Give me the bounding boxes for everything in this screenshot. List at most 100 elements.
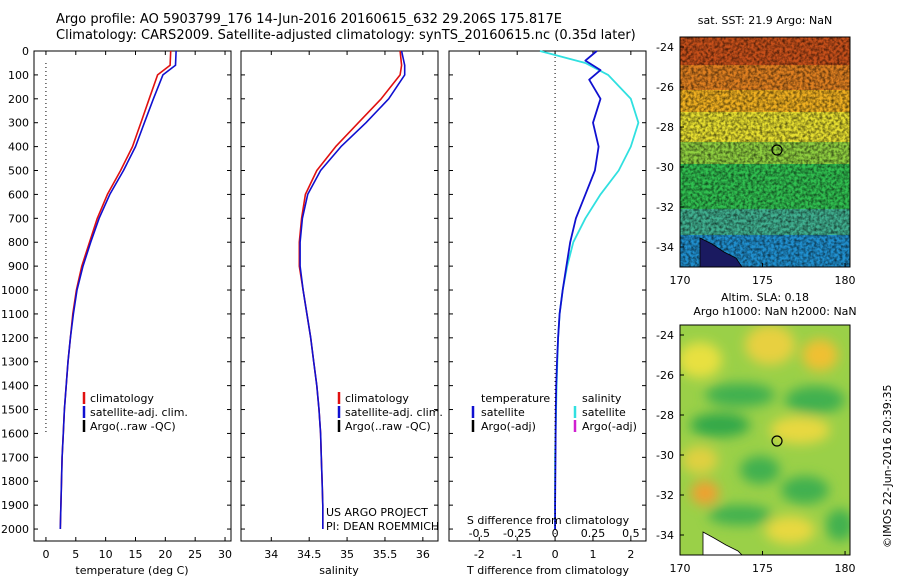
sla-blob-green (781, 476, 829, 504)
legend-title-salinity: salinity (582, 392, 622, 405)
header-line-2: Climatology: CARS2009. Satellite-adjuste… (56, 28, 636, 43)
salinity-satellite-adj-clim-line (299, 50, 406, 529)
temperature-tick-label: 20 (158, 548, 172, 561)
depth-tick-label: 1400 (1, 380, 29, 393)
sla-blob-yellow (765, 516, 815, 544)
sla-lat-tick-label: -26 (656, 369, 674, 382)
temperature-axis-label: temperature (deg C) (75, 564, 188, 577)
temperature-tick-label: 5 (72, 548, 79, 561)
depth-tick-label: 1900 (1, 499, 29, 512)
s-difference-tick-label: -0.25 (503, 527, 531, 540)
sla-blob-green (690, 413, 750, 437)
depth-tick-label: 100 (8, 69, 29, 82)
temperature-panel-frame (33, 50, 232, 542)
depth-tick-label: 600 (8, 188, 29, 201)
t-difference-tick-label: -1 (512, 548, 523, 561)
sst-texture (680, 37, 850, 267)
legend-title-temperature: temperature (481, 392, 550, 405)
sla-map-title-line-2: Argo h1000: NaN h2000: NaN (693, 305, 856, 318)
temperature-tick-label: 0 (42, 548, 49, 561)
sla-blob-green (708, 505, 772, 525)
temperature-tick-label: 15 (128, 548, 142, 561)
sst-map-frame (679, 36, 851, 268)
sst-lat-tick-label: -30 (656, 161, 674, 174)
salinity-tick-label: 36 (416, 548, 430, 561)
depth-tick-label: 1200 (1, 332, 29, 345)
sla-lat-tick-label: -32 (656, 489, 674, 502)
legend-label-satellite: satellite-adj. clim. (345, 406, 443, 419)
sla-blob-yellow (745, 325, 795, 365)
sla-blob-green (740, 456, 780, 484)
sla-blobs (680, 325, 850, 544)
project-note-line-2: PI: DEAN ROEMMICH (326, 520, 439, 533)
temperature-tick-label: 30 (218, 548, 232, 561)
depth-tick-label: 1300 (1, 356, 29, 369)
depth-axis: 0 100 200 300 400 500 600 700 800 900 1000 1100 1200… (1, 45, 646, 536)
sst-lat-tick-label: -26 (656, 81, 674, 94)
sla-blob-yellow (770, 416, 830, 444)
t-difference-tick-label: 1 (589, 548, 596, 561)
sla-blob-green (826, 509, 850, 541)
depth-tick-label: 1100 (1, 308, 29, 321)
depth-tick-label: 400 (8, 141, 29, 154)
sla-profile-marker (771, 435, 783, 447)
depth-tick-label: 900 (8, 260, 29, 273)
sst-land-new-zealand (699, 237, 743, 267)
s-difference-tick-label: 0.25 (581, 527, 606, 540)
sst-lat-tick-label: -32 (656, 201, 674, 214)
sla-blob-orange (802, 339, 838, 371)
s-difference-axis-label: S difference from climatology (467, 514, 630, 527)
sst-lat-tick-label: -34 (656, 241, 674, 254)
depth-tick-label: 1600 (1, 427, 29, 440)
salinity-x-axis: 34 34.5 35 35.5 36 (264, 51, 430, 561)
depth-tick-label: 0 (22, 45, 29, 58)
depth-tick-label: 700 (8, 212, 29, 225)
sst-lon-tick-label: 170 (670, 274, 691, 287)
difference-panel-frame (448, 50, 647, 542)
temperature-satellite-line (554, 50, 602, 529)
sla-map-title-line-1: Altim. SLA: 0.18 (721, 291, 809, 304)
sst-lon-tick-label: 175 (752, 274, 773, 287)
sst-lat-tick-label: -24 (656, 41, 674, 54)
temperature-series (45, 50, 177, 530)
sla-blob-orange (691, 481, 719, 505)
sst-profile-marker (771, 144, 783, 156)
depth-tick-label: 500 (8, 165, 29, 178)
sla-blob-green (705, 383, 775, 407)
sla-blob-yellow (682, 446, 718, 474)
sla-map-frame (679, 324, 851, 556)
legend-label-argo: Argo(..raw -QC) (345, 420, 431, 433)
sla-map-axes: 170 175 180 -24 -26 -28 -30 -32 -34 (656, 329, 856, 575)
imos-credit: ©IMOS 22-Jun-2016 20:39:35 (881, 384, 894, 548)
t-difference-axis-label: T difference from climatology (466, 564, 629, 577)
depth-tick-label: 1800 (1, 475, 29, 488)
t-difference-tick-label: 2 (627, 548, 634, 561)
sla-lon-tick-label: 175 (752, 562, 773, 575)
salinity-tick-label: 35.5 (373, 548, 398, 561)
legend-label-temperature-argo: Argo(-adj) (481, 420, 536, 433)
salinity-tick-label: 34 (264, 548, 278, 561)
temperature-x-axis: 0 5 10 15 20 25 30 (42, 51, 232, 561)
sla-lat-tick-label: -30 (656, 449, 674, 462)
legend-label-climatology: climatology (345, 392, 409, 405)
depth-tick-label: 1000 (1, 284, 29, 297)
header-line-1: Argo profile: AO 5903799_176 14-Jun-2016… (56, 12, 562, 27)
sla-lat-tick-label: -28 (656, 409, 674, 422)
legend-label-satellite: satellite-adj. clim. (90, 406, 188, 419)
s-difference-tick-label: 0.5 (622, 527, 640, 540)
t-difference-tick-label: -2 (474, 548, 485, 561)
legend-label-climatology: climatology (90, 392, 154, 405)
sst-heatmap (680, 37, 850, 267)
depth-tick-label: 1500 (1, 404, 29, 417)
temperature-legend: climatology satellite-adj. clim. Argo(..… (82, 392, 188, 433)
legend-label-salinity-argo: Argo(-adj) (582, 420, 637, 433)
sla-land-new-zealand (702, 531, 743, 555)
salinity-tick-label: 34.5 (297, 548, 322, 561)
t-difference-tick-label: 0 (552, 548, 559, 561)
salinity-climatology-line (298, 50, 403, 529)
legend-label-argo: Argo(..raw -QC) (90, 420, 176, 433)
depth-tick-label: 800 (8, 236, 29, 249)
salinity-axis-label: salinity (319, 564, 359, 577)
